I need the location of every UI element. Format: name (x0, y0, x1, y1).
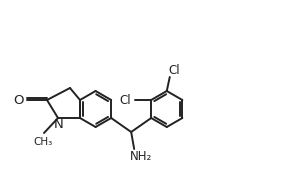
Text: Cl: Cl (119, 94, 131, 107)
Text: Cl: Cl (168, 64, 179, 76)
Text: NH₂: NH₂ (130, 151, 152, 164)
Text: N: N (54, 118, 64, 132)
Text: O: O (14, 94, 24, 107)
Text: CH₃: CH₃ (33, 137, 53, 147)
